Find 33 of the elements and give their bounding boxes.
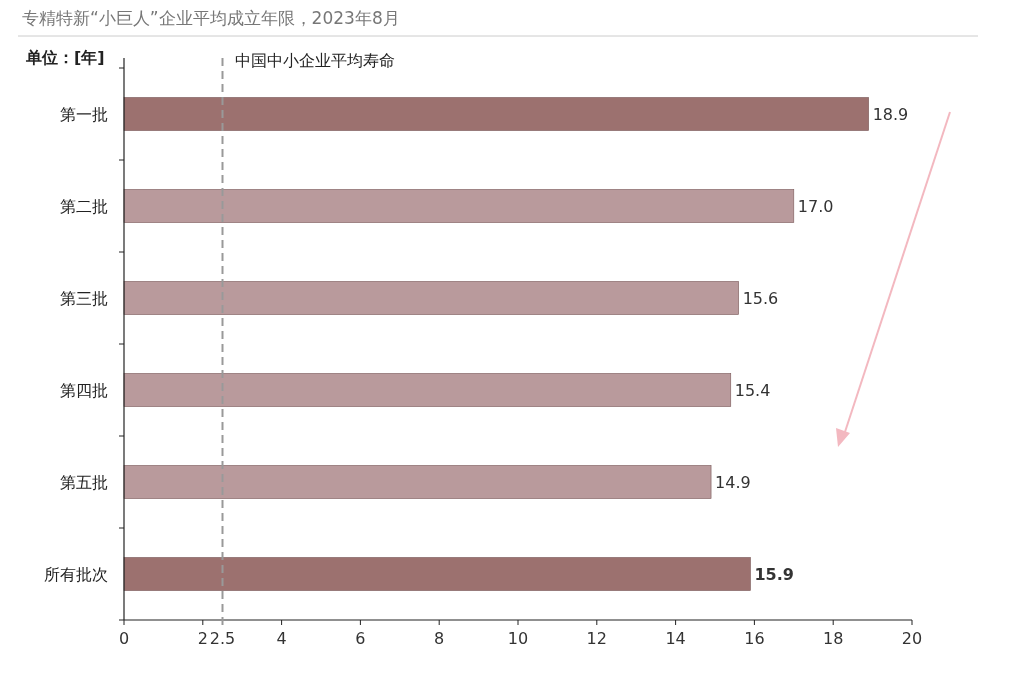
x-tick-label: 0 <box>118 629 130 648</box>
bar <box>123 465 712 499</box>
x-tick-label: 4 <box>276 629 287 648</box>
x-tick-label: 8 <box>434 629 445 648</box>
x-tick-label: 2 <box>197 629 208 648</box>
x-tick-label: 18 <box>823 629 844 648</box>
bar <box>123 189 795 223</box>
data-label: 18.9 <box>872 105 909 124</box>
data-label: 15.6 <box>742 289 779 308</box>
data-label: 15.4 <box>734 381 771 400</box>
ref-line-label: 中国中小企业平均寿命 <box>234 51 395 70</box>
y-tick-label: 第二批 <box>60 197 108 216</box>
chart-title: 专精特新“小巨人”企业平均成立年限，2023年8月 <box>22 8 400 28</box>
y-tick-label: 第一批 <box>60 105 108 124</box>
x-tick-label: 2.5 <box>209 629 236 648</box>
bar <box>123 281 739 315</box>
bar <box>123 97 869 131</box>
x-tick-label: 10 <box>507 629 529 648</box>
bar <box>123 373 732 407</box>
data-label: 14.9 <box>715 473 751 492</box>
y-tick-label: 第五批 <box>60 473 108 492</box>
x-tick-label: 16 <box>744 629 765 648</box>
y-tick-label: 所有批次 <box>44 565 108 584</box>
x-tick-label: 20 <box>901 629 923 648</box>
bar <box>123 557 751 591</box>
data-label: 15.9 <box>754 565 794 584</box>
data-label: 17.0 <box>797 197 834 216</box>
x-tick-label: 6 <box>355 629 366 648</box>
y-tick-label: 第三批 <box>60 289 108 308</box>
x-tick-label: 14 <box>665 629 686 648</box>
y-tick-label: 第四批 <box>60 381 108 400</box>
x-tick-label: 12 <box>586 629 607 648</box>
y-axis-title: 单位：[年] <box>25 48 105 67</box>
